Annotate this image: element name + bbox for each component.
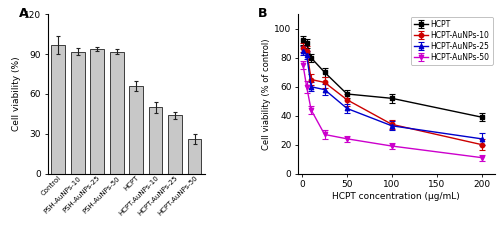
Bar (110, 52, 124, 174)
Text: B: B (258, 7, 268, 20)
Bar (52, 45, 65, 174)
Bar (168, 115, 182, 174)
Text: A: A (19, 7, 28, 20)
Bar (188, 139, 202, 174)
Bar (90, 49, 104, 174)
Bar (149, 107, 162, 174)
Bar (71, 52, 85, 174)
Y-axis label: Cell viability (% of control): Cell viability (% of control) (262, 38, 272, 150)
Legend: HCPT, HCPT-AuNPs-10, HCPT-AuNPs-25, HCPT-AuNPs-50: HCPT, HCPT-AuNPs-10, HCPT-AuNPs-25, HCPT… (411, 17, 492, 65)
X-axis label: HCPT concentration (μg/mL): HCPT concentration (μg/mL) (332, 192, 460, 201)
Y-axis label: Cell viability (%): Cell viability (%) (12, 57, 22, 131)
Bar (130, 86, 143, 174)
